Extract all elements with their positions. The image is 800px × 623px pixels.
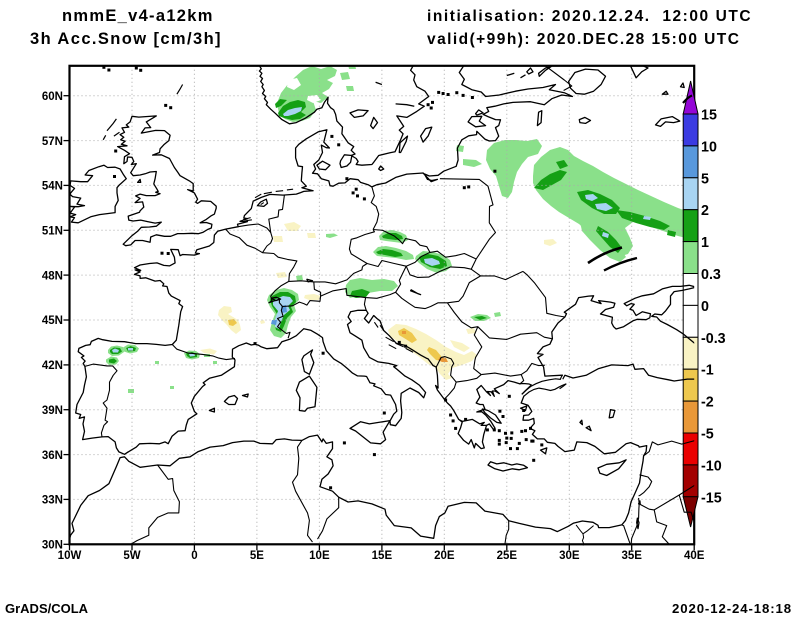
svg-text:1: 1 (701, 235, 709, 251)
svg-text:initialisation: 2020.12.24. 1: initialisation: 2020.12.24. 12:00 UTC (427, 8, 752, 25)
svg-text:30E: 30E (559, 550, 580, 562)
svg-text:39N: 39N (42, 405, 63, 417)
svg-text:15: 15 (701, 108, 717, 124)
svg-text:GrADS/COLA: GrADS/COLA (5, 601, 89, 616)
svg-text:36N: 36N (42, 450, 63, 462)
svg-text:10E: 10E (309, 550, 330, 562)
svg-text:10: 10 (701, 139, 717, 155)
svg-text:15E: 15E (372, 550, 393, 562)
svg-text:-5: -5 (701, 427, 714, 443)
svg-text:-1: -1 (701, 363, 714, 379)
svg-text:48N: 48N (42, 270, 63, 282)
svg-text:42N: 42N (42, 360, 63, 372)
svg-text:valid(+99h): 2020.DEC.28 15:00: valid(+99h): 2020.DEC.28 15:00 UTC (427, 31, 740, 48)
svg-text:2020-12-24-18:18: 2020-12-24-18:18 (672, 601, 792, 616)
svg-text:0: 0 (191, 550, 197, 562)
svg-text:57N: 57N (42, 136, 63, 148)
svg-text:25E: 25E (497, 550, 518, 562)
svg-text:40E: 40E (684, 550, 705, 562)
svg-text:-0.3: -0.3 (701, 331, 726, 347)
svg-text:35E: 35E (621, 550, 642, 562)
svg-text:33N: 33N (42, 495, 63, 507)
svg-text:-2: -2 (701, 395, 714, 411)
svg-text:5: 5 (701, 171, 709, 187)
svg-text:54N: 54N (42, 181, 63, 193)
svg-text:2: 2 (701, 203, 709, 219)
svg-text:5W: 5W (123, 550, 140, 562)
svg-text:3h Acc.Snow [cm/3h]: 3h Acc.Snow [cm/3h] (30, 30, 222, 48)
svg-text:nmmE_v4-a12km: nmmE_v4-a12km (62, 7, 214, 25)
svg-text:45N: 45N (42, 315, 63, 327)
svg-text:0.3: 0.3 (701, 267, 721, 283)
svg-text:60N: 60N (42, 91, 63, 103)
svg-text:5E: 5E (250, 550, 264, 562)
svg-text:-15: -15 (701, 490, 722, 506)
svg-text:-10: -10 (701, 458, 722, 474)
svg-text:10W: 10W (58, 550, 82, 562)
svg-text:51N: 51N (42, 226, 63, 238)
svg-text:0: 0 (701, 299, 709, 315)
svg-text:30N: 30N (42, 540, 63, 552)
svg-text:20E: 20E (434, 550, 455, 562)
